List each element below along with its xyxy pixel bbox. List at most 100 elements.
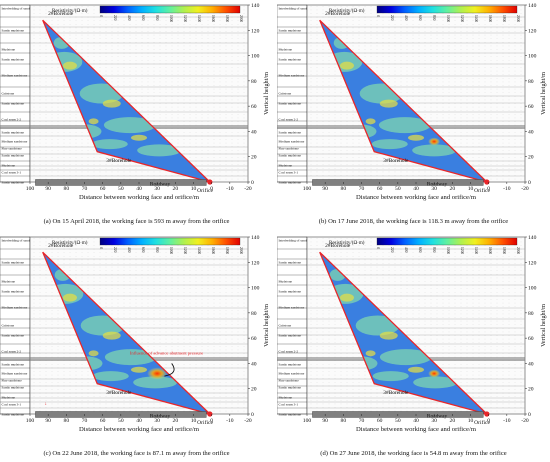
legend-tick: 0 xyxy=(99,247,103,249)
y-tick-label: 100 xyxy=(528,54,537,60)
field-contour xyxy=(131,134,147,141)
x-tick-label: 20 xyxy=(450,186,456,192)
strata-label: Sandy mudstone xyxy=(2,363,25,367)
legend-tick: 1000 xyxy=(446,247,450,254)
y-tick-label: 120 xyxy=(528,260,537,266)
strata-label: Sandy mudstone xyxy=(279,290,302,294)
roadway-label: Roadway xyxy=(427,414,448,420)
orifice-label: Orifice xyxy=(474,187,490,194)
legend-tick: 1600 xyxy=(488,247,492,254)
strata-label: Sandy mudstone xyxy=(279,334,302,338)
field-contour xyxy=(137,144,182,157)
field-contour xyxy=(371,139,408,150)
strata-label: Fine sandstone xyxy=(2,147,23,151)
legend-tick: 1200 xyxy=(183,247,187,254)
legend-colorbar xyxy=(99,237,241,246)
legend-tick: 1600 xyxy=(211,247,215,254)
field-contour xyxy=(62,61,77,70)
legend-tick: 1000 xyxy=(446,15,450,22)
field-anomaly xyxy=(428,369,441,378)
strata-label: Mudstone xyxy=(279,280,293,284)
x-tick-label: 20 xyxy=(173,186,179,192)
borehole2-label: 2#Borehole xyxy=(325,11,351,17)
roadway-label: Roadway xyxy=(150,182,171,188)
borehole2-label: 2#Borehole xyxy=(325,243,351,249)
strata-label: Sandy mudstone xyxy=(2,334,25,338)
field-contour xyxy=(379,349,432,366)
strata-label: Coal seam 3-1 xyxy=(2,403,22,407)
y-tick-label: 120 xyxy=(251,28,260,34)
y-tick-label: 20 xyxy=(528,387,534,393)
orifice-label: Orifice xyxy=(197,419,213,426)
orifice-label: Orifice xyxy=(197,187,213,194)
field-contour xyxy=(104,349,157,366)
strata-label: Sandy mudstone xyxy=(2,154,25,158)
y-tick-label: 0 xyxy=(251,180,254,186)
field-contour xyxy=(365,350,376,357)
strata-label: Sandy mudstone xyxy=(279,154,302,158)
borehole-triangle xyxy=(42,19,213,184)
x-tick-label: 50 xyxy=(395,186,401,192)
strata-label: Coal seam 2-2 xyxy=(279,350,299,354)
y-tick-label: 20 xyxy=(528,155,534,161)
x-axis-label: Distance between working face and orific… xyxy=(79,194,200,201)
x-tick-label: 90 xyxy=(322,186,328,192)
x-tick-label: 60 xyxy=(100,418,106,424)
legend-colorbar xyxy=(376,237,518,246)
y-tick-label: 40 xyxy=(528,129,534,135)
strata-label: Mudstone xyxy=(2,396,16,400)
strata-column xyxy=(0,4,31,183)
strata-label: Fine sandstone xyxy=(2,379,23,383)
face-arrow: ↓ xyxy=(45,402,48,407)
legend-colorbar xyxy=(376,5,518,14)
borehole-triangle xyxy=(319,251,490,416)
x-tick-label: 100 xyxy=(303,418,312,424)
profile-plot: Interbedding of sandy mudstone and mudst… xyxy=(277,3,547,201)
legend-tick: 1400 xyxy=(197,247,201,254)
legend-tick: 600 xyxy=(418,15,422,21)
profile-plot: Interbedding of sandy mudstone and mudst… xyxy=(0,3,270,201)
legend-tick: 400 xyxy=(404,247,408,253)
x-tick-label: 30 xyxy=(431,186,437,192)
field-contour xyxy=(102,331,121,340)
x-tick-label: -20 xyxy=(244,186,252,192)
x-tick-label: 60 xyxy=(377,186,383,192)
strata-label: Sandy mudstone xyxy=(2,261,25,265)
strata-label: Sandy mudstone xyxy=(2,131,25,135)
y-tick-label: 40 xyxy=(251,361,257,367)
strata-label: Sandy mudstone xyxy=(279,58,302,62)
y-axis-label: Vertical height/m xyxy=(540,304,547,347)
x-tick-label: 0 xyxy=(210,418,213,424)
panel-d: Interbedding of sandy mudstone and mudst… xyxy=(277,232,550,462)
legend-tick: 1200 xyxy=(460,247,464,254)
borehole3-label: 3#Borehole xyxy=(106,390,132,396)
x-tick-label: 10 xyxy=(191,418,197,424)
y-tick-label: 120 xyxy=(528,28,537,34)
x-axis-label: Distance between working face and orific… xyxy=(356,194,477,201)
strata-label: Mudstone xyxy=(2,164,16,168)
y-tick-label: 20 xyxy=(251,155,257,161)
y-tick-label: 60 xyxy=(528,336,534,342)
strata-label: Coal seam 2-2 xyxy=(2,350,22,354)
strata-column xyxy=(0,236,31,415)
x-tick-label: 70 xyxy=(359,186,365,192)
x-tick-label: 30 xyxy=(154,418,160,424)
legend-tick: 400 xyxy=(404,15,408,21)
orifice-marker xyxy=(484,411,490,417)
x-tick-label: 90 xyxy=(322,418,328,424)
x-tick-label: 100 xyxy=(303,186,312,192)
legend-tick: 400 xyxy=(127,247,131,253)
panel-caption: (c) On 22 June 2018, the working face is… xyxy=(43,450,230,457)
strata-label: Fine sandstone xyxy=(279,379,300,383)
borehole-triangle xyxy=(42,251,213,416)
strata-label: Sandy mudstone xyxy=(2,181,25,185)
legend-tick: 1000 xyxy=(169,15,173,22)
x-tick-label: -10 xyxy=(226,186,234,192)
y-tick-label: 20 xyxy=(251,387,257,393)
y-tick-label: 140 xyxy=(251,3,260,9)
x-tick-label: 40 xyxy=(136,418,142,424)
strata-label: Coal seam 2-2 xyxy=(279,118,299,122)
legend-title: Resistivity/(Ω·m) xyxy=(52,9,88,14)
legend-title: Resistivity/(Ω·m) xyxy=(329,241,365,246)
field-contour xyxy=(365,118,376,125)
